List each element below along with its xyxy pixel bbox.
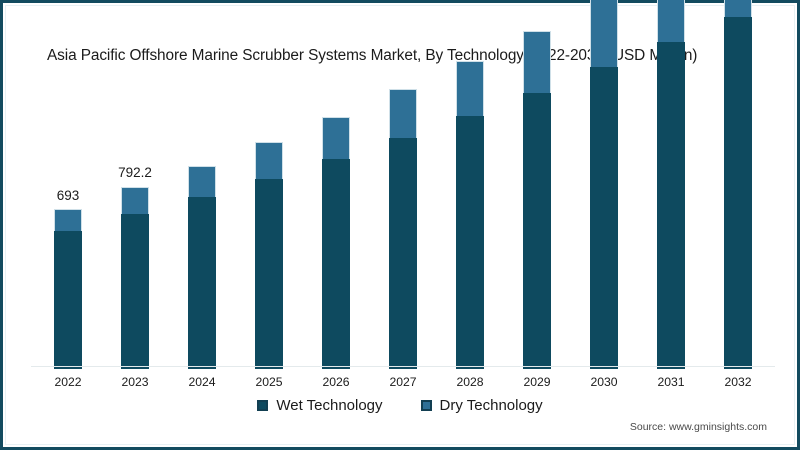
bar-value-label-2022: 693 — [56, 188, 80, 204]
bar-group-2030[interactable] — [590, 0, 618, 369]
bar-group-2026[interactable] — [322, 116, 350, 369]
x-axis-label-2024: 2024 — [188, 375, 216, 389]
bar-segment-dry-2025[interactable] — [255, 142, 283, 179]
bar-segment-dry-2028[interactable] — [456, 61, 484, 117]
plot-area: 693 792.2 — [31, 0, 775, 369]
source-credit: Source: www.gminsights.com — [629, 421, 767, 433]
bar-segment-dry-2026[interactable] — [322, 116, 350, 159]
bar-segment-dry-2029[interactable] — [523, 30, 551, 93]
bar-segment-wet-2029[interactable] — [523, 92, 551, 369]
bar-segment-wet-2032[interactable] — [724, 16, 752, 369]
bar-group-2023[interactable]: 792.2 — [118, 165, 152, 369]
bar-segment-dry-2022[interactable] — [54, 209, 82, 232]
x-axis-label-2031: 2031 — [657, 375, 685, 389]
bar-group-2031[interactable] — [657, 0, 685, 369]
legend-swatch-wet-icon — [257, 400, 269, 411]
bar-group-2027[interactable] — [389, 89, 417, 369]
bar-segment-dry-2027[interactable] — [389, 89, 417, 139]
legend-label-wet: Wet Technology — [276, 397, 383, 414]
bar-segment-wet-2028[interactable] — [456, 116, 484, 369]
x-axis-label-2029: 2029 — [523, 375, 551, 389]
bar-group-2032[interactable] — [724, 0, 752, 369]
bar-group-2024[interactable] — [188, 165, 216, 369]
bar-segment-dry-2024[interactable] — [188, 165, 216, 198]
chart-title: Asia Pacific Offshore Marine Scrubber Sy… — [47, 47, 698, 64]
x-axis-label-2025: 2025 — [255, 375, 283, 389]
bar-segment-wet-2025[interactable] — [255, 178, 283, 369]
x-axis-label-2032: 2032 — [724, 375, 752, 389]
bar-group-2022[interactable]: 693 — [54, 188, 82, 369]
bar-group-2025[interactable] — [255, 142, 283, 369]
x-axis-label-2027: 2027 — [389, 375, 417, 389]
x-axis-label-2030: 2030 — [590, 375, 618, 389]
x-axis-label-2028: 2028 — [456, 375, 484, 389]
bar-segment-dry-2031[interactable] — [657, 0, 685, 42]
bar-segment-wet-2026[interactable] — [322, 158, 350, 369]
legend-item-dry-technology[interactable]: Dry Technology — [420, 397, 543, 414]
x-axis-label-2026: 2026 — [322, 375, 350, 389]
bar-value-label-2023: 792.2 — [118, 165, 152, 181]
bar-segment-wet-2024[interactable] — [188, 197, 216, 369]
legend-swatch-dry-icon — [420, 400, 432, 411]
bar-segment-wet-2031[interactable] — [657, 41, 685, 369]
x-axis-label-2022: 2022 — [54, 375, 82, 389]
bar-segment-dry-2032[interactable] — [724, 0, 752, 17]
x-axis-line — [31, 366, 775, 367]
bar-segment-dry-2023[interactable] — [121, 186, 149, 214]
bar-segment-dry-2030[interactable] — [590, 0, 618, 68]
chart-legend: Wet Technology Dry Technology — [3, 397, 797, 414]
bar-segment-wet-2022[interactable] — [54, 231, 82, 369]
bar-group-2029[interactable] — [523, 30, 551, 369]
x-axis-label-2023: 2023 — [121, 375, 149, 389]
bar-segment-wet-2023[interactable] — [121, 213, 149, 369]
legend-label-dry: Dry Technology — [439, 397, 543, 414]
bar-segment-wet-2027[interactable] — [389, 138, 417, 369]
bar-segment-wet-2030[interactable] — [590, 67, 618, 369]
legend-item-wet-technology[interactable]: Wet Technology — [257, 397, 383, 414]
bar-group-2028[interactable] — [456, 61, 484, 369]
